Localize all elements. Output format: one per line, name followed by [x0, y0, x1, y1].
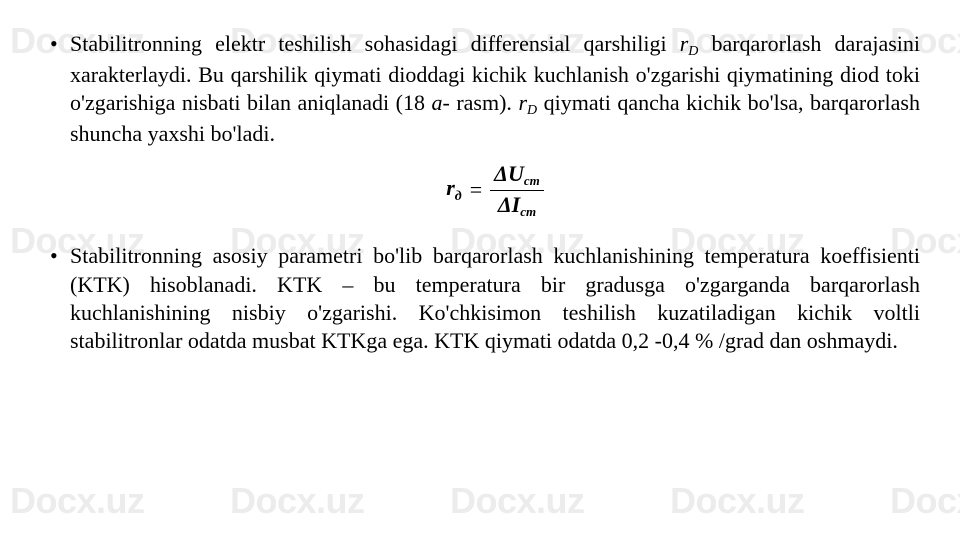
watermark-text: Docx.uz [450, 480, 585, 522]
denominator: ΔIcт [494, 193, 540, 219]
U-sub: cт [524, 173, 540, 188]
formula-block: rд = ΔUcт ΔIcт [70, 162, 920, 218]
p2-text: Stabilitronning asosiy parametri bo'lib … [70, 243, 920, 352]
slide: Docx.uzDocx.uzDocx.uzDocx.uzDocx.Docx.uz… [0, 0, 960, 540]
paragraph-1: Stabilitronning elektr teshilish sohasid… [70, 30, 920, 148]
formula: rд = ΔUcт ΔIcт [446, 162, 544, 218]
delta-I: Δ [498, 192, 512, 217]
r-2: r [518, 90, 527, 115]
r-1: r [680, 31, 689, 56]
p1-text-3: - rasm). [443, 90, 519, 115]
fraction-bar [490, 190, 544, 191]
U: U [508, 161, 524, 186]
fraction: ΔUcт ΔIcт [490, 162, 544, 218]
formula-r-sub: д [455, 189, 462, 204]
equals-sign: = [470, 177, 482, 203]
delta-U: Δ [494, 161, 508, 186]
I-sub: cт [520, 204, 536, 219]
paragraph-2: Stabilitronning asosiy parametri bo'lib … [70, 242, 920, 355]
formula-lhs: rд [446, 175, 462, 205]
a-italic: a [432, 90, 443, 115]
watermark-text: Docx.uz [230, 480, 365, 522]
rD-symbol-1: rD [680, 31, 699, 56]
rD-sub-1: D [688, 44, 698, 59]
numerator: ΔUcт [490, 162, 544, 188]
I: I [512, 192, 521, 217]
p1-text-1: Stabilitronning elektr teshilish sohasid… [70, 31, 680, 56]
rD-sub-2: D [527, 103, 537, 118]
watermark-text: Docx.uz [670, 480, 805, 522]
rD-symbol-2: rD [518, 90, 537, 115]
watermark-text: Docx. [890, 480, 960, 522]
watermark-text: Docx.uz [10, 480, 145, 522]
formula-r: r [446, 175, 455, 200]
